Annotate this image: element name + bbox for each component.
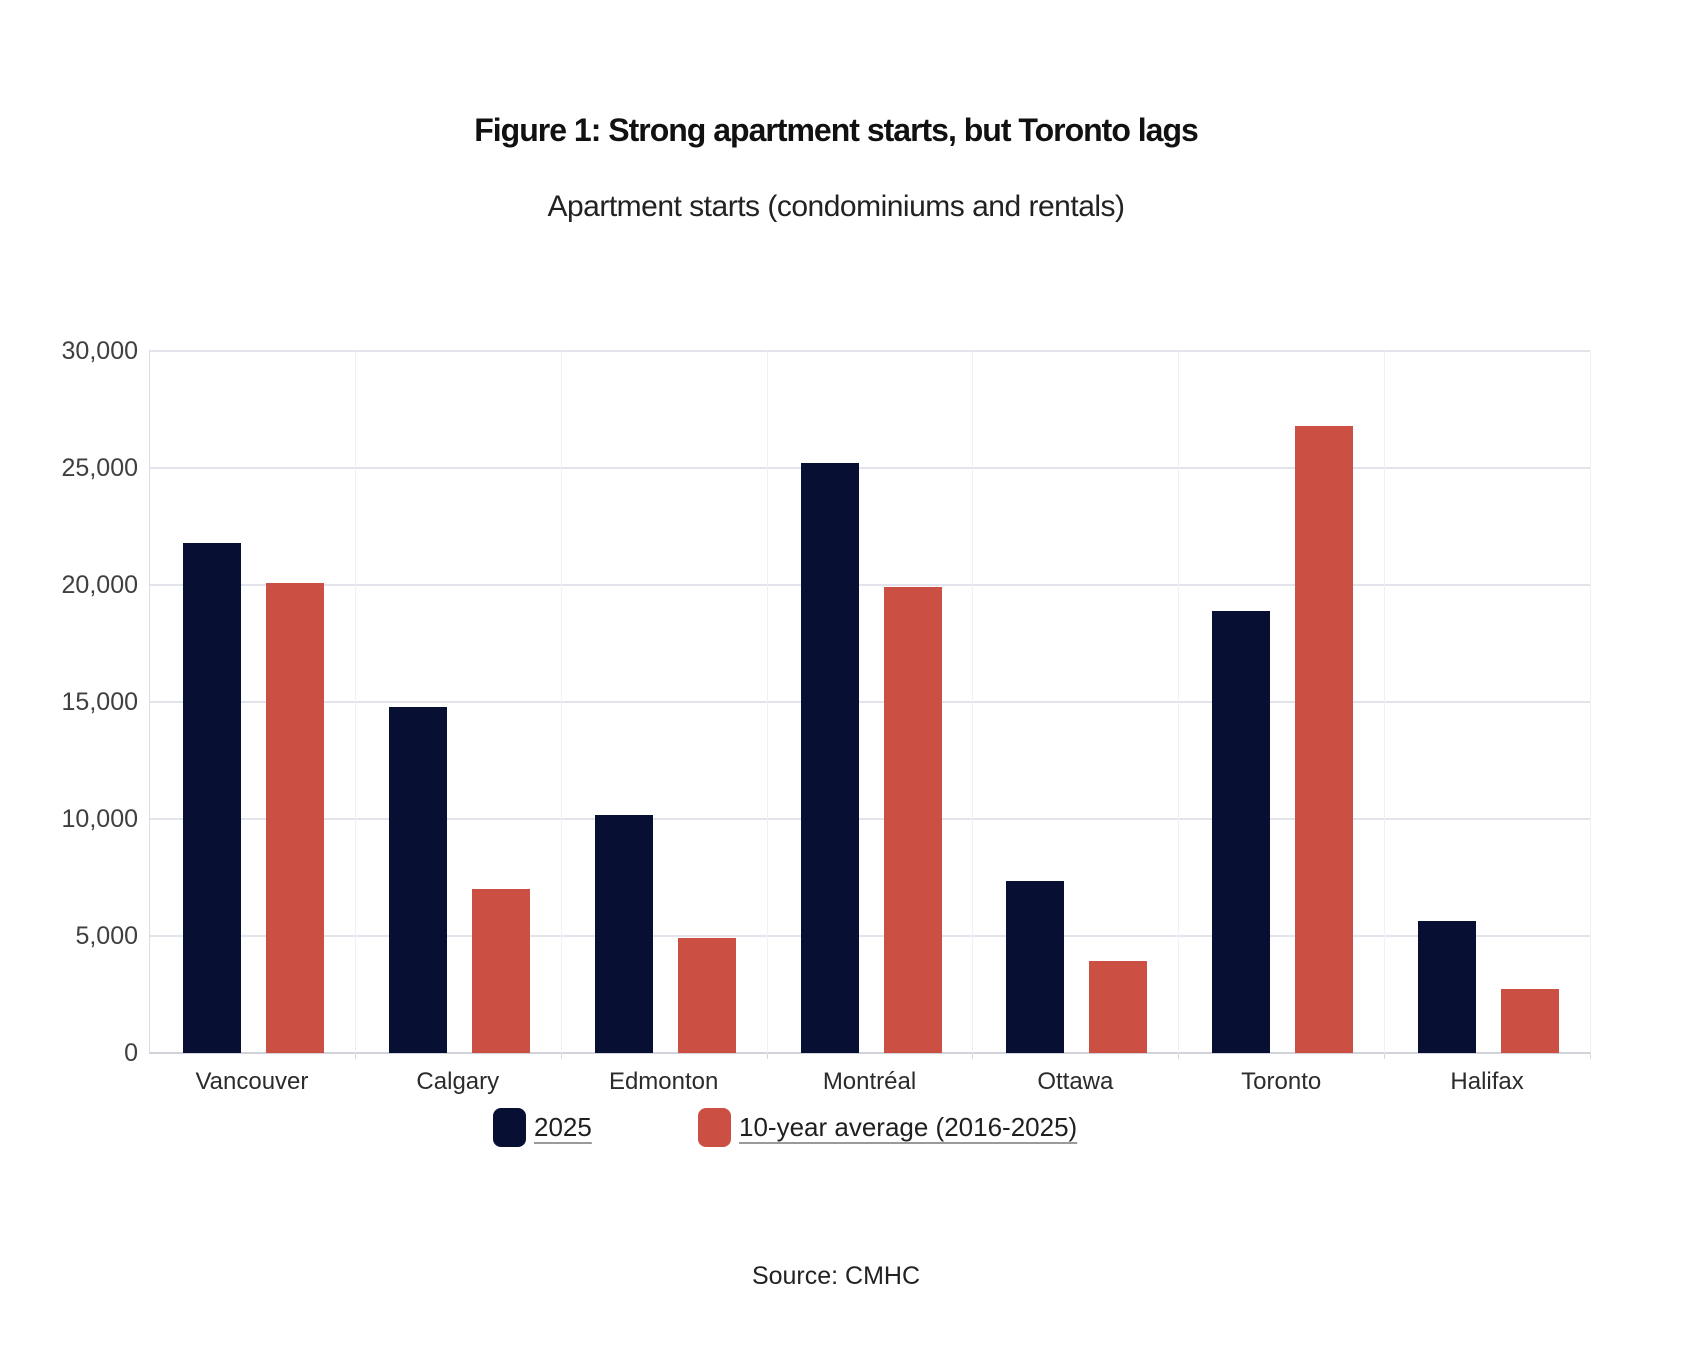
legend-label-2025: 2025	[534, 1111, 592, 1142]
bar-10yr-average-vancouver[interactable]	[266, 582, 324, 1053]
vertical-gridline-4	[972, 351, 974, 1053]
gridline-0	[149, 1052, 1590, 1054]
gridline-20000	[149, 584, 1590, 586]
legend-label-10yr-average: 10-year average (2016-2025)	[739, 1111, 1078, 1142]
x-axis-label-ottawa: Ottawa	[1037, 1068, 1114, 1095]
gridline-10000	[149, 818, 1590, 820]
gridline-30000	[149, 350, 1590, 352]
bar-2025-vancouver[interactable]	[183, 542, 241, 1053]
bar-2025-calgary[interactable]	[388, 706, 447, 1053]
chart-subtitle: Apartment starts (condominiums and renta…	[547, 190, 1125, 223]
vertical-gridline-7	[1590, 351, 1591, 1053]
x-axis-tick-7	[1590, 1053, 1591, 1059]
bar-2025-montreal[interactable]	[800, 463, 859, 1053]
legend-item-10yr-average[interactable]: 10-year average (2016-2025)	[698, 1106, 1077, 1148]
vertical-gridline-6	[1384, 351, 1386, 1053]
bar-2025-ottawa[interactable]	[1006, 881, 1065, 1053]
y-tick-label-20000: 20,000	[61, 571, 138, 599]
y-tick-label-25000: 25,000	[61, 454, 138, 482]
gridline-15000	[149, 701, 1590, 703]
bar-2025-toronto[interactable]	[1212, 610, 1271, 1053]
bar-10yr-average-montreal[interactable]	[883, 587, 942, 1053]
x-axis-label-calgary: Calgary	[416, 1068, 500, 1095]
bar-10yr-average-toronto[interactable]	[1295, 425, 1354, 1053]
bar-2025-edmonton[interactable]	[594, 815, 653, 1053]
bar-10yr-average-edmonton[interactable]	[677, 938, 736, 1053]
vertical-gridline-3	[766, 351, 768, 1053]
x-axis-label-vancouver: Vancouver	[195, 1068, 309, 1095]
bar-10yr-average-calgary[interactable]	[471, 889, 530, 1053]
x-axis-tick-2	[560, 1053, 562, 1059]
y-tick-label-30000: 30,000	[61, 337, 138, 365]
y-tick-label-5000: 5,000	[75, 922, 138, 950]
vertical-gridline-1	[354, 351, 356, 1053]
legend-swatch-2025	[493, 1107, 526, 1147]
y-tick-label-10000: 10,000	[61, 805, 138, 833]
bar-2025-halifax[interactable]	[1418, 920, 1477, 1053]
bar-10yr-average-halifax[interactable]	[1501, 988, 1560, 1053]
vertical-gridline-5	[1178, 351, 1180, 1053]
x-axis-tick-4	[972, 1053, 974, 1059]
x-axis-tick-1	[354, 1053, 356, 1059]
vertical-gridline-2	[560, 351, 562, 1053]
x-axis-tick-5	[1178, 1053, 1180, 1059]
legend-swatch-10yr-average	[698, 1107, 731, 1147]
x-axis-label-montreal: Montréal	[822, 1068, 917, 1095]
x-axis-tick-3	[766, 1053, 768, 1059]
gridline-25000	[149, 467, 1590, 469]
y-tick-label-0: 0	[124, 1039, 138, 1067]
y-tick-label-15000: 15,000	[61, 688, 138, 716]
bar-10yr-average-ottawa[interactable]	[1089, 960, 1148, 1053]
x-axis-label-halifax: Halifax	[1450, 1068, 1524, 1095]
x-axis-label-toronto: Toronto	[1241, 1068, 1322, 1095]
legend-item-2025[interactable]: 2025	[493, 1106, 592, 1148]
x-axis-label-edmonton: Edmonton	[608, 1068, 719, 1095]
y-axis-line	[149, 351, 150, 1053]
gridline-5000	[149, 935, 1590, 937]
x-axis-tick-6	[1384, 1053, 1386, 1059]
source-note: Source: CMHC	[751, 1262, 921, 1290]
figure-title: Figure 1: Strong apartment starts, but T…	[474, 112, 1199, 148]
